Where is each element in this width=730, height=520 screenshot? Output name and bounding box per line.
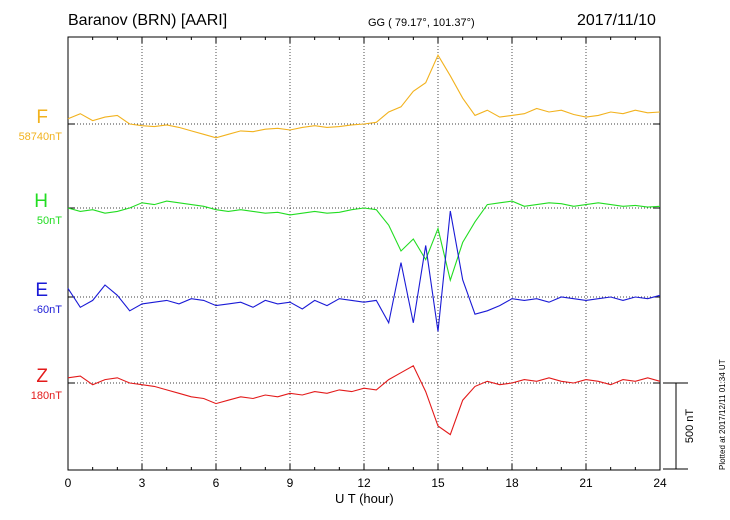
- x-tick-label: 18: [505, 476, 519, 490]
- scale-bar-label: 500 nT: [684, 409, 696, 444]
- x-tick-label: 12: [357, 476, 371, 490]
- series-z-label: Z: [36, 366, 48, 387]
- series-z-trace: [67, 365, 661, 436]
- series-f-label: F: [36, 107, 48, 128]
- series-e-trace: [67, 210, 661, 332]
- x-axis-title: U T (hour): [335, 491, 394, 506]
- series-f-baseline: 58740nT: [18, 131, 62, 143]
- series-e-label: E: [35, 280, 48, 301]
- series-h-label: H: [34, 191, 48, 212]
- series-h-baseline: 50nT: [36, 215, 62, 227]
- series-f-trace: [67, 54, 661, 139]
- x-tick-label: 0: [65, 476, 72, 490]
- station-coordinates: GG ( 79.17°, 101.37°): [368, 17, 475, 29]
- series-z-baseline: 180nT: [30, 390, 62, 402]
- x-tick-label: 9: [287, 476, 294, 490]
- series-h-trace: [67, 200, 661, 283]
- chart-date: 2017/11/10: [577, 12, 656, 29]
- x-tick-label: 15: [431, 476, 445, 490]
- station-title: Baranov (BRN) [AARI]: [68, 12, 228, 29]
- plotted-timestamp: Plotted at 2017/12/11 01:34 UT: [718, 359, 727, 470]
- x-tick-label: 3: [139, 476, 146, 490]
- x-tick-label: 24: [653, 476, 667, 490]
- x-tick-label: 21: [579, 476, 593, 490]
- series-e-baseline: -60nT: [33, 304, 62, 316]
- x-tick-label: 6: [213, 476, 220, 490]
